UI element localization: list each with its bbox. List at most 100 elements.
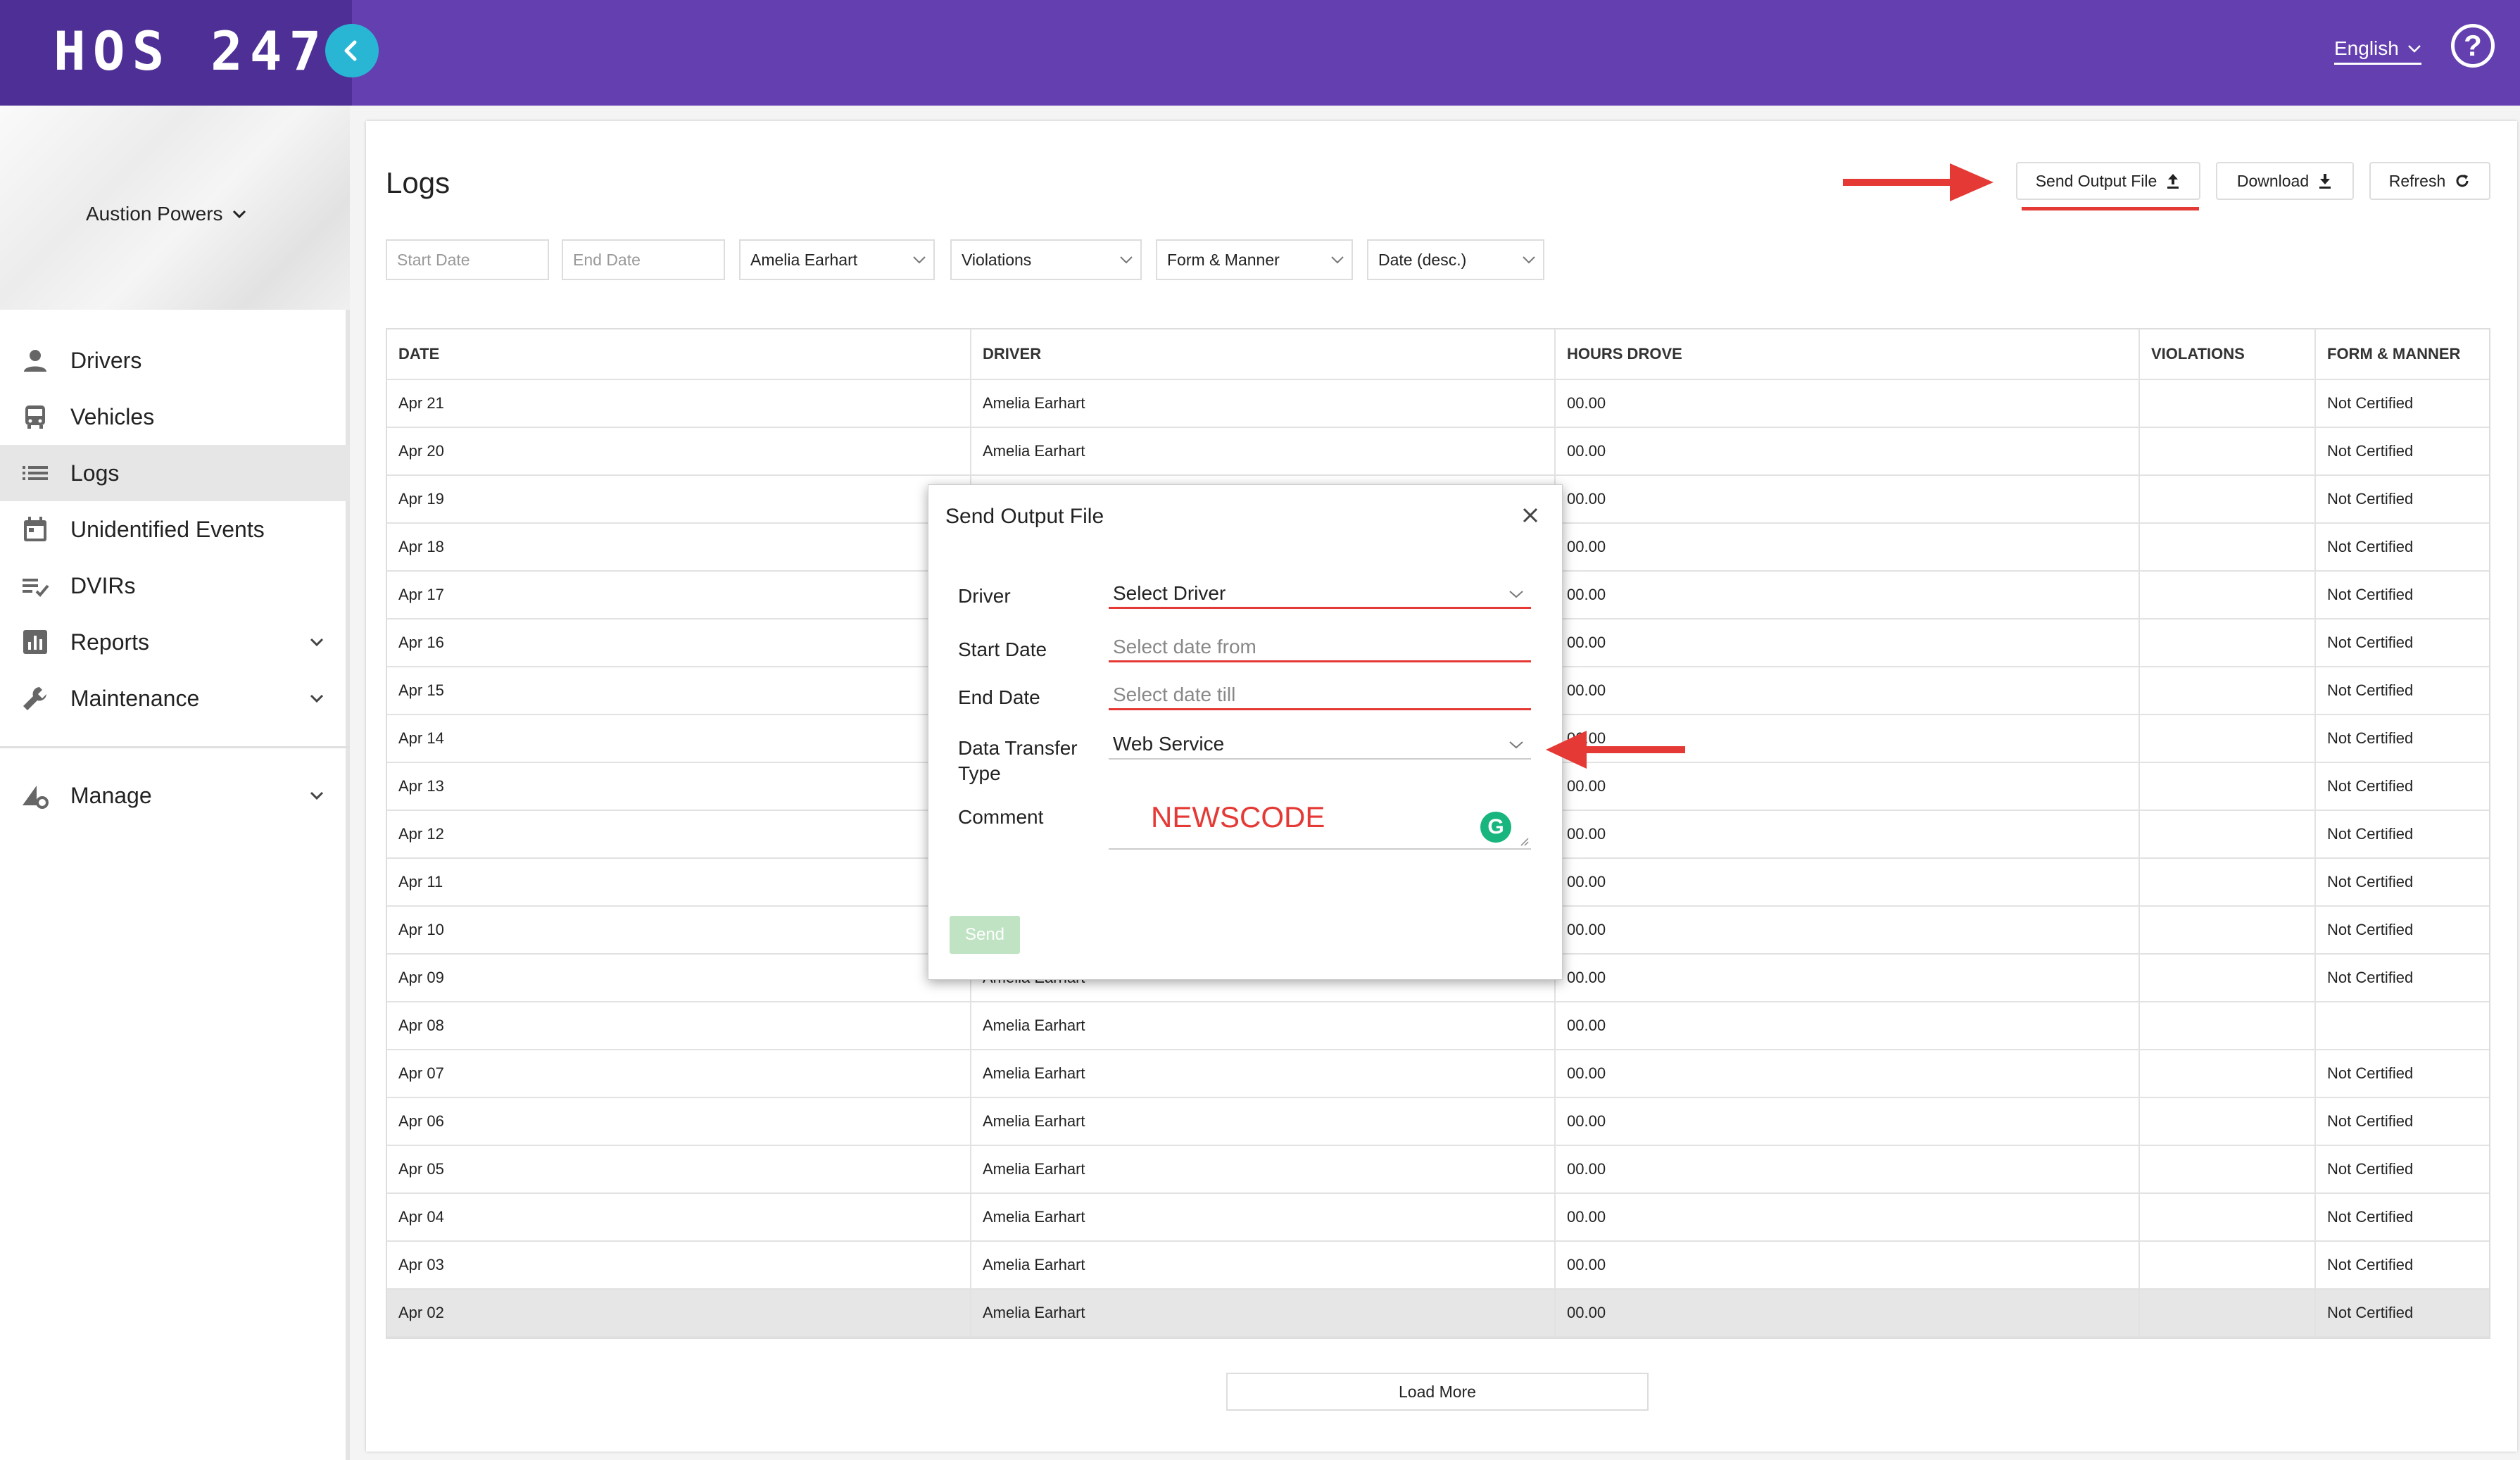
help-icon[interactable]: ? (2451, 24, 2495, 68)
table-row[interactable]: Apr 05 Amelia Earhart 00.00 Not Certified (387, 1146, 2489, 1194)
cell-date: Apr 02 (387, 1290, 971, 1336)
cell-form-manner: Not Certified (2327, 873, 2414, 891)
cell-driver: Amelia Earhart (971, 1242, 1556, 1288)
cell-driver: Amelia Earhart (971, 428, 1556, 474)
end-date-input[interactable]: Select date till (1109, 681, 1531, 710)
driver-filter[interactable]: Amelia Earhart (739, 239, 935, 280)
sidebar-item-reports[interactable]: Reports (0, 614, 350, 670)
cell-form-manner: Not Certified (2327, 1208, 2414, 1226)
column-header-hours-drove[interactable]: HOURS DROVE (1556, 329, 2140, 379)
end-date-label: End Date (958, 686, 1040, 708)
language-label: English (2334, 37, 2399, 59)
cell-hours-drove: 00.00 (1556, 811, 2140, 857)
cell-violations (2140, 859, 2316, 905)
chevron-down-icon (310, 791, 324, 800)
cell-form-manner: Not Certified (2327, 1304, 2414, 1321)
chevron-down-icon (1509, 741, 1523, 749)
start-date-filter[interactable]: Start Date (386, 239, 549, 280)
cell-date: Apr 20 (387, 428, 971, 474)
column-header-driver[interactable]: DRIVER (971, 329, 1556, 379)
sidebar-item-label: Vehicles (70, 403, 155, 429)
cell-date: Apr 07 (387, 1050, 971, 1097)
sidebar-item-maintenance[interactable]: Maintenance (0, 670, 350, 726)
cell-hours-drove: 00.00 (1556, 1290, 2140, 1336)
sidebar-item-label: Reports (70, 629, 150, 655)
driver-filter-value: Amelia Earhart (750, 250, 858, 269)
sidebar-item-vehicles[interactable]: Vehicles (0, 389, 350, 445)
download-button[interactable]: Download (2216, 162, 2354, 200)
table-header: DATE DRIVER HOURS DROVE VIOLATIONS FORM … (387, 329, 2489, 380)
cell-date: Apr 16 (387, 619, 971, 666)
cell-hours-drove: 00.00 (1556, 1050, 2140, 1097)
company-selector[interactable]: Austion Powers (86, 203, 247, 225)
data-transfer-type-select[interactable]: Web Service (1109, 730, 1531, 760)
cell-date: Apr 08 (387, 1002, 971, 1049)
cell-driver: Amelia Earhart (971, 1194, 1556, 1240)
cell-hours-drove: 00.00 (1556, 763, 2140, 810)
cell-violations (2140, 811, 2316, 857)
sort-filter[interactable]: Date (desc.) (1367, 239, 1544, 280)
sidebar-item-drivers[interactable]: Drivers (0, 332, 350, 389)
download-icon (2319, 174, 2331, 189)
cell-form-manner: Not Certified (2327, 586, 2414, 603)
table-row[interactable]: Apr 04 Amelia Earhart 00.00 Not Certified (387, 1194, 2489, 1242)
table-row[interactable]: Apr 20 Amelia Earhart 00.00 Not Certified (387, 428, 2489, 476)
cell-hours-drove: 00.00 (1556, 955, 2140, 1001)
sidebar-item-dvirs[interactable]: DVIRs (0, 558, 350, 614)
cell-form-manner (2316, 1002, 2492, 1049)
sidebar-item-logs[interactable]: Logs (0, 445, 350, 501)
cell-violations (2140, 907, 2316, 953)
close-icon[interactable] (1520, 505, 1541, 526)
cell-violations (2140, 572, 2316, 618)
cell-hours-drove: 00.00 (1556, 1242, 2140, 1288)
sidebar-item-unidentified-events[interactable]: Unidentified Events (0, 501, 350, 558)
form-manner-filter[interactable]: Form & Manner (1156, 239, 1353, 280)
download-label: Download (2236, 171, 2310, 190)
person-icon (24, 350, 46, 372)
table-row[interactable]: Apr 07 Amelia Earhart 00.00 Not Certified (387, 1050, 2489, 1098)
load-more-button[interactable]: Load More (1226, 1373, 1649, 1411)
start-date-input[interactable]: Select date from (1109, 633, 1531, 662)
refresh-button[interactable]: Refresh (2369, 162, 2490, 200)
annotation-underline (2022, 207, 2199, 210)
cell-hours-drove: 00.00 (1556, 476, 2140, 522)
grammarly-icon[interactable]: G (1480, 812, 1511, 843)
cell-date: Apr 13 (387, 763, 971, 810)
data-transfer-type-label: Data Transfer Type (958, 737, 1078, 784)
chevron-down-icon (1120, 256, 1133, 264)
list-icon (23, 466, 48, 480)
sidebar-item-label: DVIRs (70, 572, 136, 598)
collapse-sidebar-button[interactable] (325, 24, 379, 77)
cell-hours-drove: 00.00 (1556, 907, 2140, 953)
table-row[interactable]: Apr 06 Amelia Earhart 00.00 Not Certified (387, 1098, 2489, 1146)
send-output-file-button[interactable]: Send Output File (2016, 162, 2200, 200)
table-row[interactable]: Apr 08 Amelia Earhart 00.00 (387, 1002, 2489, 1050)
table-row[interactable]: Apr 21 Amelia Earhart 00.00 Not Certified (387, 380, 2489, 428)
language-select[interactable]: English (2334, 37, 2421, 65)
driver-select[interactable]: Select Driver (1109, 579, 1531, 609)
sidebar-item-manage[interactable]: Manage (0, 767, 350, 824)
send-button[interactable]: Send (950, 916, 1020, 954)
cell-form-manner: Not Certified (2327, 1256, 2414, 1273)
cell-date: Apr 12 (387, 811, 971, 857)
table-row[interactable]: Apr 02 Amelia Earhart 00.00 Not Certified (387, 1290, 2489, 1338)
cell-hours-drove: 00.00 (1556, 428, 2140, 474)
cell-violations (2140, 1290, 2316, 1336)
table-row[interactable]: Apr 03 Amelia Earhart 00.00 Not Certified (387, 1242, 2489, 1290)
cell-violations (2140, 524, 2316, 570)
start-date-placeholder: Start Date (397, 250, 470, 269)
end-date-filter[interactable]: End Date (562, 239, 725, 280)
sidebar-item-label: Maintenance (70, 685, 200, 711)
resize-handle-icon[interactable] (1518, 836, 1530, 847)
cell-form-manner: Not Certified (2327, 729, 2414, 747)
cell-form-manner: Not Certified (2327, 394, 2414, 412)
column-header-date[interactable]: DATE (387, 329, 971, 379)
column-header-form-manner[interactable]: FORM & MANNER (2327, 345, 2461, 363)
sidebar-item-label: Unidentified Events (70, 516, 265, 542)
refresh-icon (2456, 175, 2469, 187)
comment-textarea[interactable]: NEWSCODE G (1109, 795, 1531, 850)
violations-filter[interactable]: Violations (950, 239, 1142, 280)
cell-date: Apr 19 (387, 476, 971, 522)
cell-form-manner: Not Certified (2327, 969, 2414, 986)
column-header-violations[interactable]: VIOLATIONS (2140, 329, 2316, 379)
